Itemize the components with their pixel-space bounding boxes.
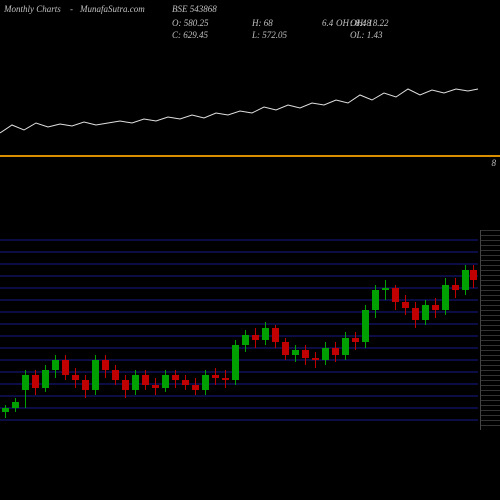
separator-line bbox=[0, 155, 500, 157]
stat-open: O: 580.25 bbox=[172, 18, 209, 28]
chart-title: Monthly Charts bbox=[4, 4, 61, 14]
axis-label-right: 8 bbox=[492, 158, 497, 168]
stat-oh2: OH: 18.22 bbox=[350, 18, 389, 28]
stat-ol: OL: 1.43 bbox=[350, 30, 383, 40]
candlestick-chart bbox=[0, 230, 478, 430]
line-chart bbox=[0, 45, 480, 155]
source-label: MunafaSutra.com bbox=[80, 4, 145, 14]
dash: - bbox=[70, 4, 73, 14]
stat-high: H: 68 bbox=[252, 18, 273, 28]
price-sparkline bbox=[0, 89, 478, 133]
stat-close: C: 629.45 bbox=[172, 30, 208, 40]
volume-axis bbox=[480, 230, 500, 430]
stat-six: 6.4 bbox=[322, 18, 333, 28]
stat-low: L: 572.05 bbox=[252, 30, 287, 40]
bse-code: BSE 543868 bbox=[172, 4, 217, 14]
stat-oh-prefix: OH bbox=[336, 18, 349, 28]
